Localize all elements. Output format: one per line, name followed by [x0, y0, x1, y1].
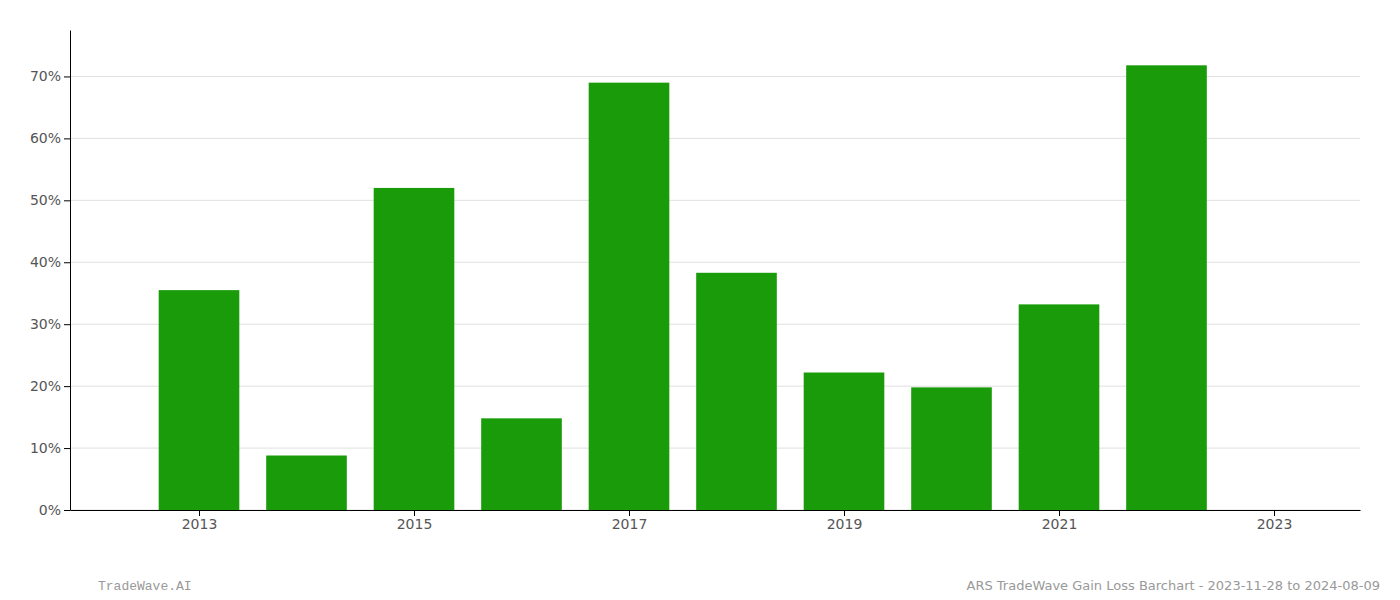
plot-area: 2013 2015 2017 2019 2021 2023 0% 10% 20% 30% 40% 50… — [30, 31, 1361, 532]
x-axis-line — [71, 510, 1361, 511]
x-tick: 2013 — [182, 510, 218, 532]
y-tick-label: 20% — [30, 378, 61, 394]
y-tick-mark — [64, 324, 70, 325]
y-tick-label: 0% — [39, 502, 61, 518]
y-tick-mark — [64, 262, 70, 263]
y-tick-mark — [64, 200, 70, 201]
x-tick: 2019 — [827, 510, 863, 532]
y-tick-mark — [64, 510, 70, 511]
y-tick-label: 60% — [30, 130, 61, 146]
x-tick-label: 2015 — [397, 516, 433, 532]
x-tick-label: 2013 — [182, 516, 218, 532]
y-axis: 0% 10% 20% 30% 40% 50% 60% 70% — [30, 31, 71, 518]
x-tick-label: 2017 — [612, 516, 648, 532]
x-axis: 2013 2015 2017 2019 2021 2023 — [71, 510, 1361, 532]
y-tick-label: 70% — [30, 68, 61, 84]
y-tick-mark — [64, 76, 70, 77]
y-tick: 30% — [30, 316, 70, 332]
y-tick-label: 40% — [30, 254, 61, 270]
y-tick: 60% — [30, 130, 70, 146]
y-tick-label: 50% — [30, 192, 61, 208]
y-tick-mark — [64, 386, 70, 387]
x-tick: 2017 — [612, 510, 648, 532]
y-tick-label: 10% — [30, 440, 61, 456]
bar — [696, 273, 777, 510]
y-tick: 50% — [30, 192, 70, 208]
x-tick: 2023 — [1257, 510, 1293, 532]
chart: 2013 2015 2017 2019 2021 2023 0% 10% 20% 30% 40% 50… — [0, 0, 1400, 600]
y-axis-line — [70, 31, 71, 511]
x-tick-label: 2023 — [1257, 516, 1293, 532]
y-tick: 40% — [30, 254, 70, 270]
y-tick: 20% — [30, 378, 70, 394]
bar — [804, 373, 885, 510]
bar — [1126, 65, 1207, 510]
footer-right: ARS TradeWave Gain Loss Barchart - 2023-… — [967, 578, 1381, 593]
bar — [374, 188, 455, 510]
y-tick-label: 30% — [30, 316, 61, 332]
y-tick: 0% — [39, 502, 70, 518]
x-tick: 2015 — [397, 510, 433, 532]
bar — [266, 455, 347, 510]
y-tick: 70% — [30, 68, 70, 84]
bar — [589, 83, 670, 510]
x-tick-label: 2021 — [1042, 516, 1078, 532]
bars — [159, 65, 1207, 510]
x-tick: 2021 — [1042, 510, 1078, 532]
y-tick-mark — [64, 138, 70, 139]
y-tick: 10% — [30, 440, 70, 456]
x-tick-label: 2019 — [827, 516, 863, 532]
bar — [1019, 304, 1100, 510]
bar — [481, 418, 562, 510]
footer-left: TradeWave.AI — [98, 579, 192, 594]
bar — [159, 290, 240, 510]
y-tick-mark — [64, 448, 70, 449]
bar — [911, 387, 992, 510]
